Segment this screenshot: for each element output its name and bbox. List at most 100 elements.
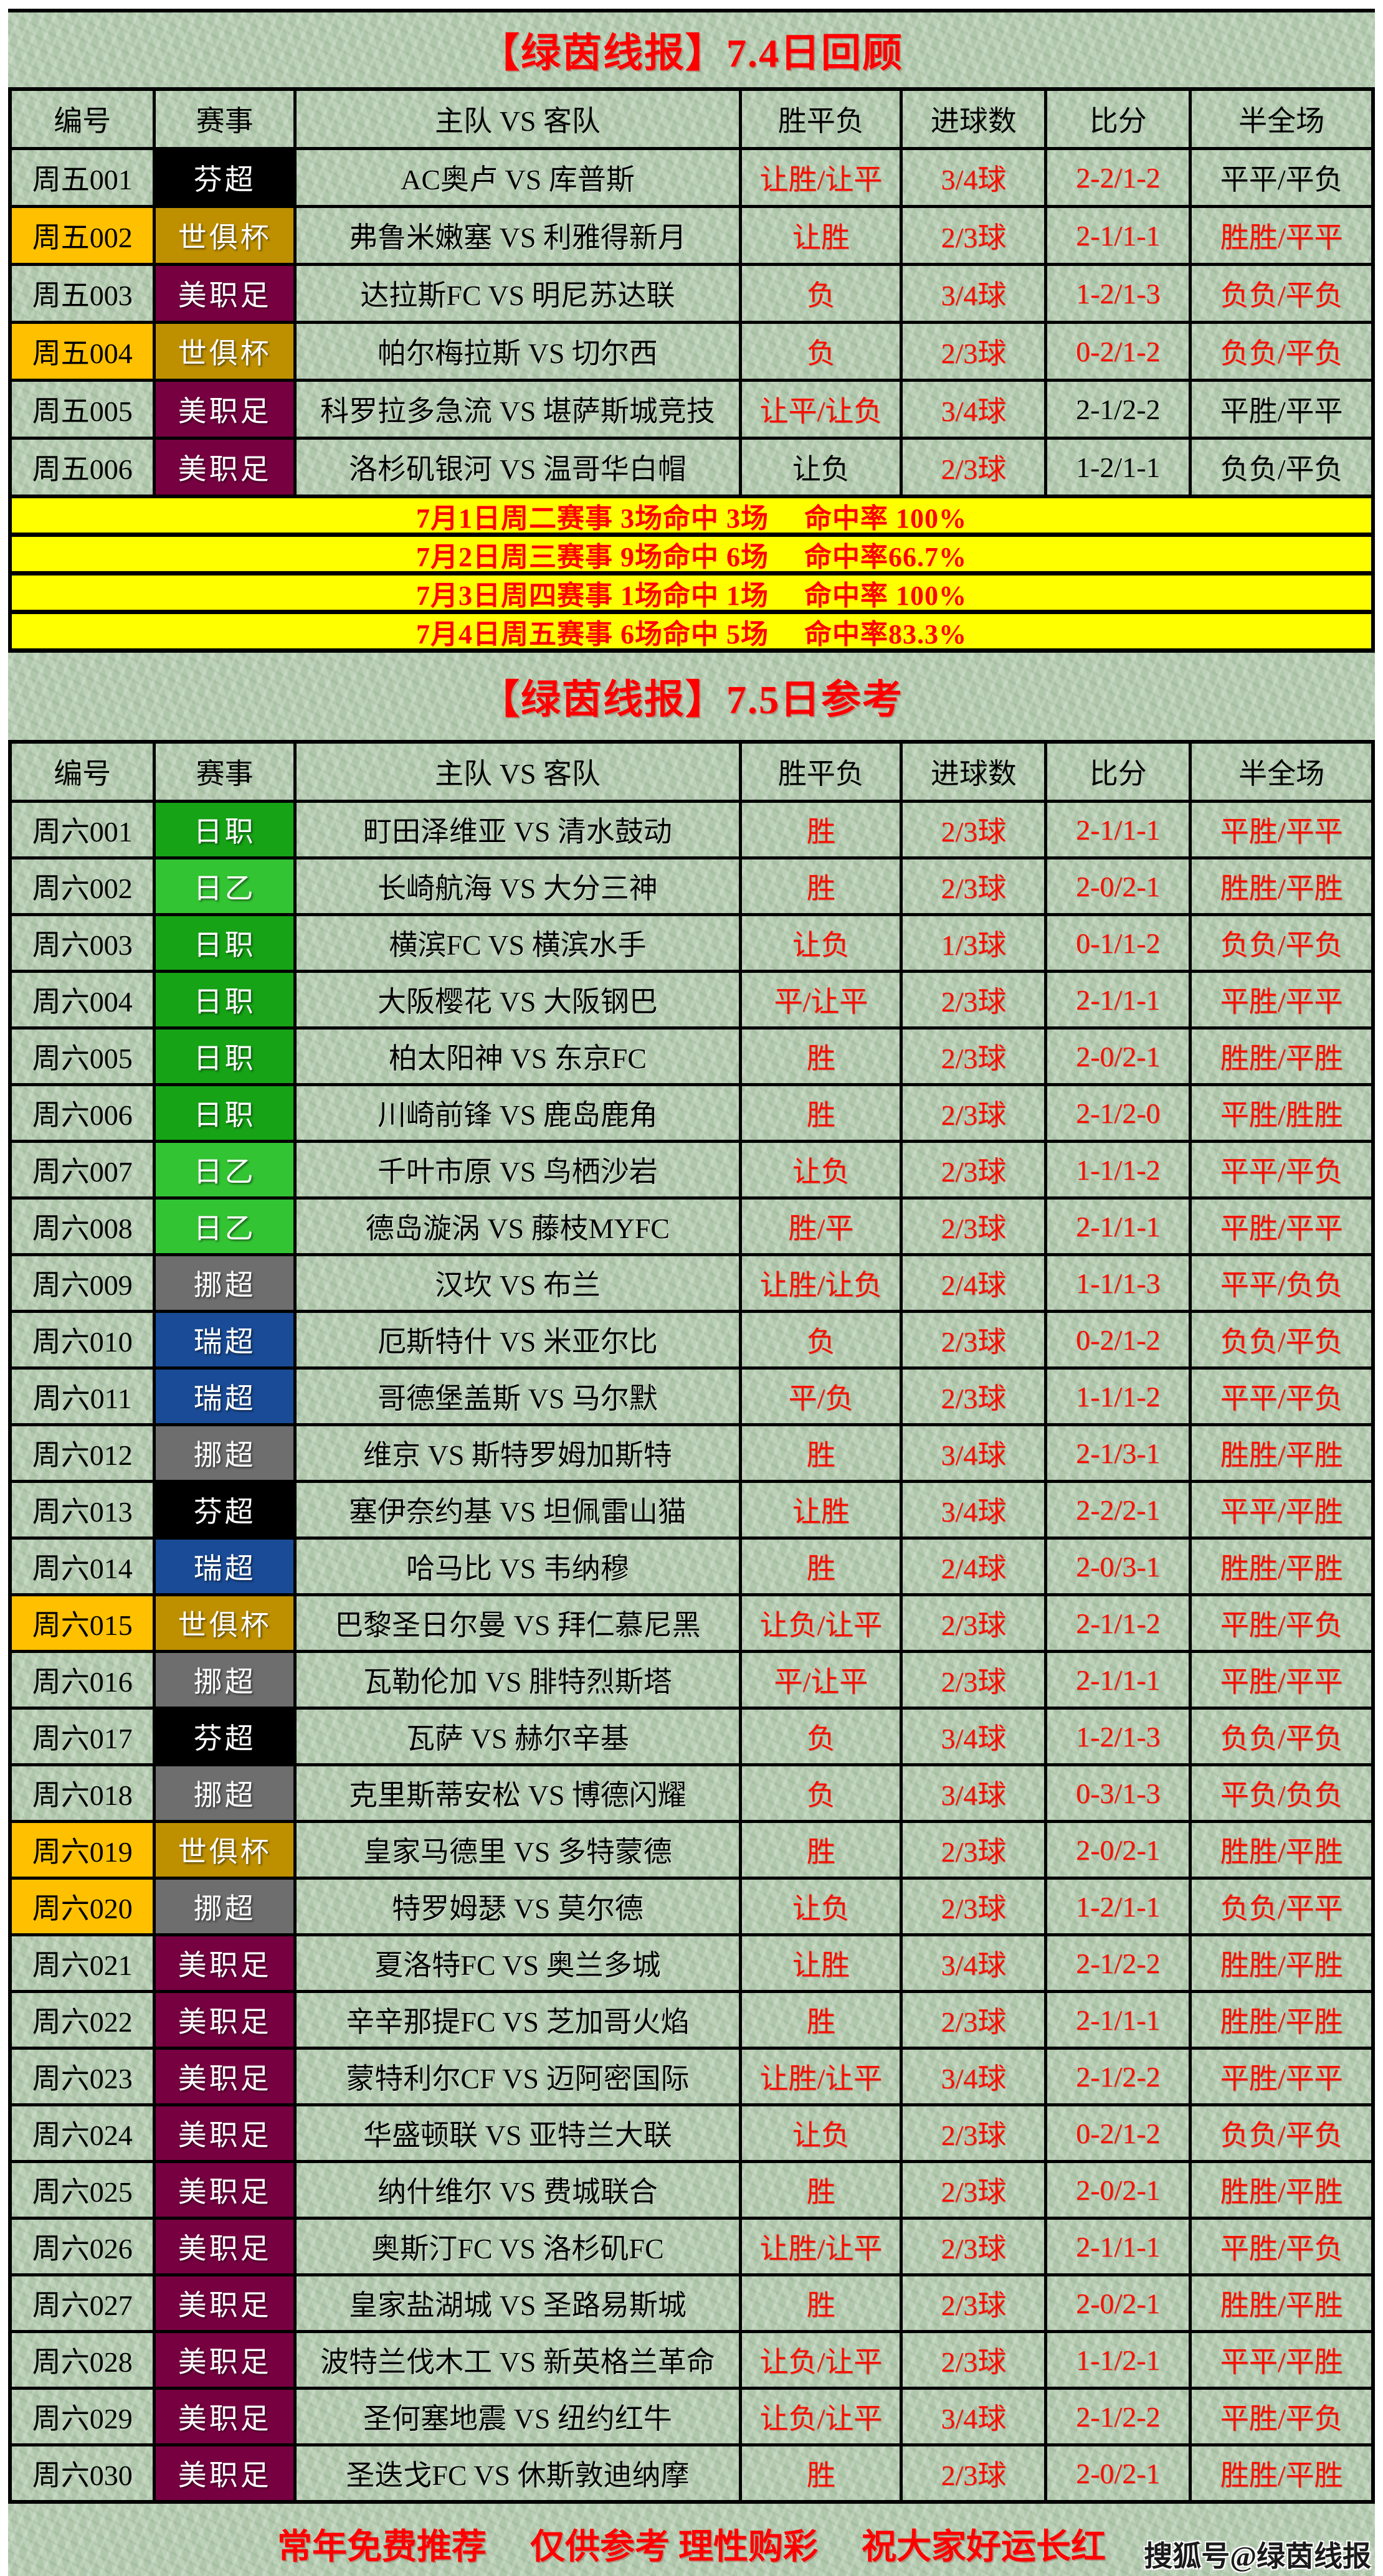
- pred-score: 2-1/3-1: [1044, 1423, 1192, 1483]
- forecast-title: 【绿茵线报】7.5日参考: [480, 678, 903, 722]
- pred-goals: 3/4球: [900, 2387, 1048, 2446]
- match-teams: 长崎航海 VS 大分三神: [293, 856, 743, 916]
- pred-score: 1-1/1-2: [1044, 1140, 1192, 1200]
- match-row: 周六007 日乙 千叶市原 VS 鸟栖沙岩 让负 2/3球 1-1/1-2 平平/平负: [8, 1140, 1375, 1200]
- pred-htft: 负负/平负: [1189, 913, 1375, 973]
- hit-stats-row: 7月1日周二赛事 3场命中 3场 命中率 100%: [12, 498, 1371, 537]
- pred-htft: 胜胜/平胜: [1189, 1026, 1375, 1086]
- pred-goals: 2/3球: [900, 856, 1048, 916]
- pred-wdl: 胜: [739, 1990, 903, 2050]
- pred-score: 2-1/1-1: [1044, 2217, 1192, 2276]
- col-header-htft: 半全场: [1189, 87, 1375, 150]
- match-teams: 千叶市原 VS 鸟栖沙岩: [293, 1140, 743, 1200]
- match-id: 周六017: [8, 1707, 156, 1766]
- match-row: 周六026 美职足 奥斯汀FC VS 洛杉矶FC 让胜/让平 2/3球 2-1/1-1 平胜…: [8, 2217, 1375, 2276]
- pred-score: 1-2/1-3: [1044, 263, 1192, 324]
- match-teams: 维京 VS 斯特罗姆加斯特: [293, 1423, 743, 1483]
- pred-score: 2-0/2-1: [1044, 1026, 1192, 1086]
- pred-score: 2-1/2-2: [1044, 2047, 1192, 2106]
- match-row: 周六027 美职足 皇家盐湖城 VS 圣路易斯城胜 2/3球 2-0/2-1 胜胜/平胜: [8, 2273, 1375, 2333]
- match-id: 周五006: [8, 437, 156, 498]
- pred-goals: 2/3球: [900, 2103, 1048, 2163]
- pred-htft: 平平/平胜: [1189, 2330, 1375, 2390]
- pred-htft: 平胜/平平: [1189, 2047, 1375, 2106]
- league-badge: 挪超: [153, 1253, 297, 1313]
- pred-htft: 平平/平胜: [1189, 1480, 1375, 1540]
- content: 【绿茵线报】7.4日回顾 编号 赛事 主队 VS 客队 胜平负 进球数 比分 半…: [8, 9, 1375, 2576]
- col-header-id: 编号: [8, 87, 156, 150]
- league-badge: 挪超: [153, 1423, 297, 1483]
- league-badge: 美职足: [153, 2217, 297, 2276]
- col-header-match: 主队 VS 客队: [293, 740, 743, 803]
- match-id: 周六004: [8, 970, 156, 1030]
- match-id: 周五004: [8, 321, 156, 382]
- pred-htft: 平胜/平平: [1189, 970, 1375, 1030]
- match-teams: 弗鲁米嫩塞 VS 利雅得新月: [293, 205, 743, 266]
- pred-goals: 2/3球: [900, 2217, 1048, 2276]
- match-row: 周六006 日职 川崎前锋 VS 鹿岛鹿角胜 2/3球 2-1/2-0 平胜/胜胜: [8, 1083, 1375, 1143]
- match-row: 周六024 美职足 华盛顿联 VS 亚特兰大联 让负 2/3球 0-2/1-2 负负/平负: [8, 2103, 1375, 2163]
- col-header-wdl: 胜平负: [739, 87, 903, 150]
- match-teams: 科罗拉多急流 VS 堪萨斯城竞技: [293, 379, 743, 440]
- pred-score: 0-2/1-2: [1044, 2103, 1192, 2163]
- league-badge: 挪超: [153, 1763, 297, 1823]
- col-header-id: 编号: [8, 740, 156, 803]
- match-id: 周六029: [8, 2387, 156, 2446]
- pred-score: 2-1/1-1: [1044, 970, 1192, 1030]
- pred-wdl: 负: [739, 321, 903, 382]
- pred-score: 1-1/1-2: [1044, 1366, 1192, 1426]
- league-badge: 芬超: [153, 1707, 297, 1766]
- league-badge: 日乙: [153, 856, 297, 916]
- pred-htft: 平胜/平平: [1189, 1196, 1375, 1256]
- match-id: 周六030: [8, 2443, 156, 2504]
- pred-goals: 3/4球: [900, 1933, 1048, 1993]
- match-row: 周六001 日职 町田泽维亚 VS 清水鼓动胜 2/3球 2-1/1-1 平胜/平平: [8, 800, 1375, 859]
- match-teams: 横滨FC VS 横滨水手: [293, 913, 743, 973]
- pred-goals: 2/3球: [900, 1820, 1048, 1880]
- pred-wdl: 让平/让负: [739, 379, 903, 440]
- league-badge: 美职足: [153, 2047, 297, 2106]
- pred-htft: 胜胜/平胜: [1189, 2273, 1375, 2333]
- pred-goals: 2/3球: [900, 2443, 1048, 2504]
- match-id: 周六025: [8, 2160, 156, 2220]
- pred-score: 2-0/2-1: [1044, 1820, 1192, 1880]
- match-row: 周六028 美职足 波特兰伐木工 VS 新英格兰革命 让负/让平 2/3球 1-1/2-1…: [8, 2330, 1375, 2390]
- match-row: 周六004 日职 大阪樱花 VS 大阪钢巴 平/让平 2/3球 2-1/1-1 平胜/平平: [8, 970, 1375, 1030]
- match-teams: 蒙特利尔CF VS 迈阿密国际: [293, 2047, 743, 2106]
- match-row: 周五005 美职足 科罗拉多急流 VS 堪萨斯城竞技 让平/让负 3/4球 2-1/2-2…: [8, 379, 1375, 440]
- col-header-match: 主队 VS 客队: [293, 87, 743, 150]
- pred-wdl: 胜: [739, 1820, 903, 1880]
- pred-wdl: 负: [739, 263, 903, 324]
- pred-wdl: 胜: [739, 1537, 903, 1596]
- pred-score: 2-1/2-2: [1044, 2387, 1192, 2446]
- pred-goals: 2/3球: [900, 2273, 1048, 2333]
- league-badge: 芬超: [153, 1480, 297, 1540]
- league-badge: 日职: [153, 970, 297, 1030]
- match-id: 周六022: [8, 1990, 156, 2050]
- pred-htft: 平胜/平平: [1189, 800, 1375, 859]
- pred-goals: 3/4球: [900, 2047, 1048, 2106]
- league-badge: 瑞超: [153, 1366, 297, 1426]
- pred-wdl: 胜: [739, 1423, 903, 1483]
- pred-htft: 胜胜/平胜: [1189, 856, 1375, 916]
- league-badge: 日乙: [153, 1196, 297, 1256]
- match-teams: 大阪樱花 VS 大阪钢巴: [293, 970, 743, 1030]
- forecast-table: 编号 赛事 主队 VS 客队 胜平负 进球数 比分 半全场 周六001 日职 町田泽…: [8, 740, 1375, 2504]
- pred-htft: 负负/平平: [1189, 1877, 1375, 1936]
- match-row: 周六023 美职足 蒙特利尔CF VS 迈阿密国际 让胜/让平 3/4球 2-1/2-2 平…: [8, 2047, 1375, 2106]
- pred-score: 2-0/2-1: [1044, 2160, 1192, 2220]
- match-teams: 塞伊奈约基 VS 坦佩雷山猫: [293, 1480, 743, 1540]
- pred-htft: 胜胜/平胜: [1189, 2443, 1375, 2504]
- review-header-row: 编号 赛事 主队 VS 客队 胜平负 进球数 比分 半全场: [8, 87, 1375, 150]
- match-id: 周六013: [8, 1480, 156, 1540]
- pred-wdl: 让负: [739, 1140, 903, 1200]
- match-id: 周六007: [8, 1140, 156, 1200]
- pred-htft: 平胜/平平: [1189, 379, 1375, 440]
- match-teams: 汉坎 VS 布兰: [293, 1253, 743, 1313]
- pred-htft: 胜胜/平平: [1189, 205, 1375, 266]
- match-id: 周五003: [8, 263, 156, 324]
- pred-htft: 平胜/平负: [1189, 2387, 1375, 2446]
- match-row: 周六015 世俱杯 巴黎圣日尔曼 VS 拜仁慕尼黑 让负/让平 2/3球 2-1/1-2 平…: [8, 1593, 1375, 1653]
- pred-score: 1-2/1-1: [1044, 1877, 1192, 1936]
- match-id: 周六015: [8, 1593, 156, 1653]
